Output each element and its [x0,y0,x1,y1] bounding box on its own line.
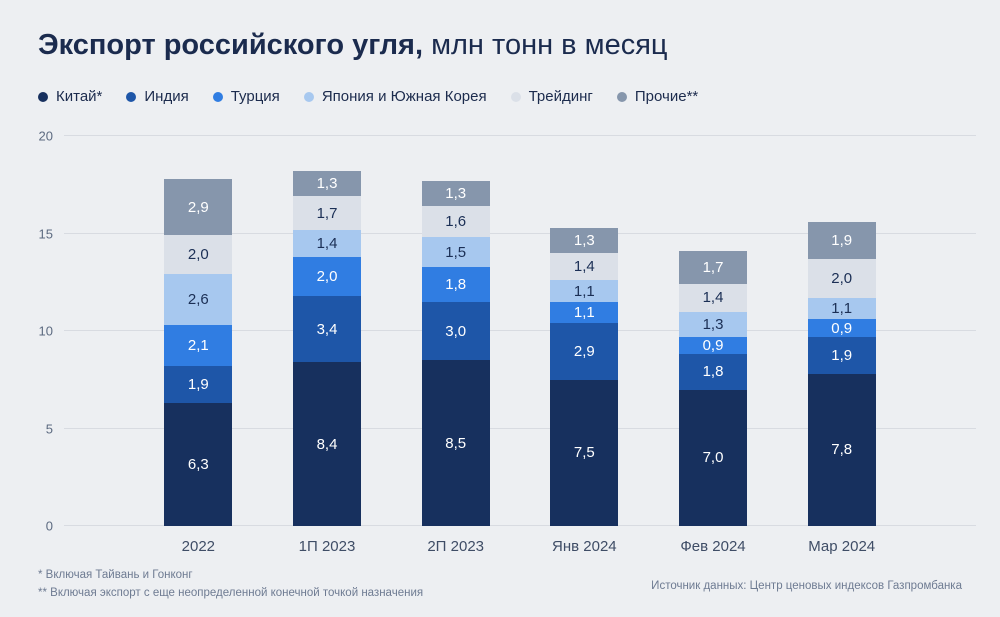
legend-label: Япония и Южная Корея [321,88,487,105]
gridline [64,330,976,331]
y-tick-label: 0 [45,518,53,534]
page-title-subtitle: млн тонн в месяц [423,29,668,61]
stacked-bar: 1,3 1,7 1,4 2,0 3,4 8,4 [293,171,361,526]
bar-segment: 1,9 [807,336,876,374]
bar-slot: 1,3 1,4 1,1 1,1 2,9 7,5 [520,227,649,526]
y-tick-label: 5 [45,421,53,436]
bar-slot: 1,3 1,6 1,5 1,8 3,0 8,5 [391,180,520,526]
legend-dot-icon [38,91,48,102]
footnote-2: ** Включая экспорт с еще неопределенной … [38,587,424,600]
bar-segment: 0,9 [807,319,876,337]
legend-dot-icon [616,91,627,102]
bar-segment: 1,6 [421,206,490,238]
legend-item: Индия [126,88,189,105]
bar-slot: 1,7 1,4 1,3 0,9 1,8 7,0 [649,251,778,526]
legend-item: Турция [212,88,280,105]
x-tick-label: Мар 2024 [808,538,876,555]
bar-segment: 1,1 [807,297,876,320]
stacked-bar: 1,7 1,4 1,3 0,9 1,8 7,0 [679,251,748,526]
bar-segment: 7,0 [679,389,748,526]
x-tick-label: 1П 2023 [298,538,356,555]
bar-segment: 2,9 [550,323,619,380]
bar-segment: 8,4 [293,362,361,526]
stacked-bar: 1,9 2,0 1,1 0,9 1,9 7,8 [807,221,876,526]
bar-segment: 2,9 [164,178,233,236]
y-tick-label: 15 [38,226,53,241]
bar-segment: 1,1 [550,280,619,302]
bar-segment: 1,7 [679,251,748,285]
legend-label: Трейдинг [528,88,593,105]
legend-label: Китай* [56,88,103,105]
bar-slot: 1,9 2,0 1,1 0,9 1,9 7,8 [777,221,906,526]
legend-dot-icon [303,91,314,102]
bar-segment: 1,1 [550,301,619,324]
bar-segment: 1,7 [293,196,361,230]
bar-segment: 6,3 [164,403,233,526]
bar-segment: 8,5 [421,360,490,526]
bar-segment: 1,3 [421,180,490,207]
bar-segment: 3,4 [293,295,361,363]
x-tick-label: 2022 [181,538,216,555]
legend-item: Китай* [38,88,102,105]
stacked-bar: 1,3 1,4 1,1 1,1 2,9 7,5 [550,227,619,526]
gridline [64,232,976,234]
footnote-1: * Включая Тайвань и Гонконг [38,569,193,581]
bar-segment: 1,4 [293,229,361,257]
bar-segment: 1,3 [550,227,619,254]
bars: 2,9 2,0 2,6 2,1 1,9 6,3 1,3 1,7 1,4 2,0 3,4 8,4 1,3 1… [64,136,976,526]
bar-segment: 2,0 [164,235,233,275]
gridline [64,525,976,526]
bar-segment: 2,1 [164,325,233,367]
x-tick-label: Фев 2024 [680,538,746,555]
legend-item: Япония и Южная Корея [303,88,487,105]
legend-dot-icon [212,91,223,102]
bar-segment: 7,5 [550,379,619,526]
x-axis-labels: 2022 1П 2023 2П 2023 Янв 2024 Фев 2024 Мар 20… [64,538,976,555]
legend-item: Прочие** [616,88,699,105]
bar-slot: 2,9 2,0 2,6 2,1 1,9 6,3 [134,178,263,526]
x-tick-label: Янв 2024 [552,538,617,555]
gridline [64,427,976,429]
gridline [64,135,976,136]
bar-segment: 0,9 [679,336,748,355]
legend-label: Прочие** [634,88,699,105]
bar-segment: 7,8 [807,373,876,526]
bar-segment: 1,3 [293,171,361,197]
bar-segment: 1,8 [421,266,490,302]
page-title-bold: Экспорт российского угля, [38,29,424,61]
bar-segment: 2,6 [164,274,233,326]
x-tick-label: 2П 2023 [427,538,485,555]
legend-dot-icon [126,91,137,102]
legend-label: Турция [230,88,280,105]
bar-segment: 1,4 [679,284,748,312]
legend: Китай* Индия Турция Япония и Южная Корея Тре… [38,88,698,105]
bar-segment: 1,9 [807,221,876,259]
bar-segment: 3,0 [421,301,490,361]
plot-area: 0 5 10 15 20 2,9 2,0 2,6 2,1 1,9 6,3 1,3 1,7 1,4 2,0 3… [39,130,976,533]
y-tick-label: 10 [38,323,53,339]
stacked-bar: 2,9 2,0 2,6 2,1 1,9 6,3 [164,178,233,526]
bar-slot: 1,3 1,7 1,4 2,0 3,4 8,4 [263,171,392,526]
data-source: Источник данных: Центр ценовых индексов … [651,580,962,592]
page-title: Экспорт российского угля, млн тонн в мес… [38,29,668,62]
legend-dot-icon [510,91,521,102]
bar-segment: 2,0 [807,258,876,298]
legend-label: Индия [144,88,189,105]
footnotes: * Включая Тайвань и Гонконг ** Включая э… [38,566,423,603]
legend-item: Трейдинг [510,88,593,105]
bar-segment: 1,8 [679,354,748,390]
y-tick-label: 20 [38,128,53,144]
bar-segment: 1,5 [421,237,490,267]
stacked-bar: 1,3 1,6 1,5 1,8 3,0 8,5 [421,180,490,526]
bar-segment: 1,4 [550,253,619,281]
bar-segment: 2,0 [293,256,361,296]
bar-segment: 1,3 [679,311,748,337]
bar-segment: 1,9 [164,366,233,404]
